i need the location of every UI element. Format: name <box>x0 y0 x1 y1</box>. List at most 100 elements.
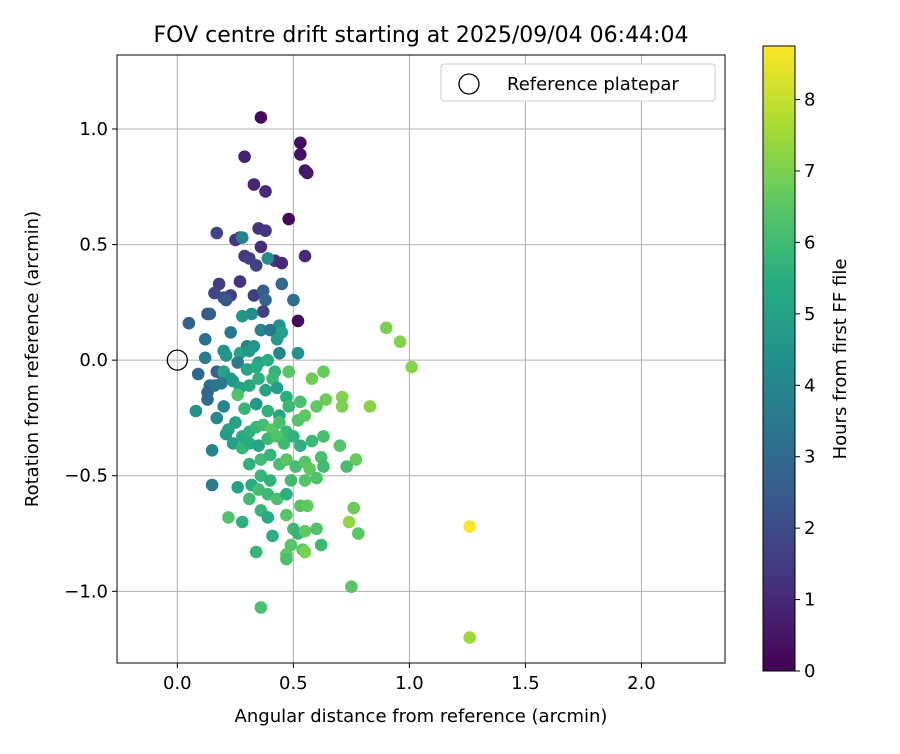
data-point <box>317 430 330 443</box>
x-tick-label: 2.0 <box>627 673 656 694</box>
colorbar-tick-label: 4 <box>804 375 815 396</box>
colorbar-tick-label: 6 <box>804 232 815 253</box>
data-point <box>189 404 203 418</box>
data-point <box>236 515 249 529</box>
colorbar-tick-label: 2 <box>804 518 815 539</box>
data-point <box>393 335 407 349</box>
colorbar-tick-label: 3 <box>804 447 815 468</box>
colorbar-tick-label: 5 <box>804 304 815 325</box>
data-point <box>247 178 261 191</box>
data-point <box>203 307 217 321</box>
data-point <box>243 457 256 471</box>
colorbar-tick-label: 8 <box>804 90 815 111</box>
legend-marker-reference <box>458 73 480 95</box>
data-point <box>335 400 349 413</box>
data-point <box>231 388 244 402</box>
data-point <box>252 439 265 453</box>
data-point <box>317 460 330 473</box>
data-point <box>287 293 300 307</box>
data-point <box>363 400 377 413</box>
data-point <box>247 289 261 302</box>
data-point <box>263 323 277 337</box>
data-point <box>205 478 219 492</box>
data-point <box>249 360 263 374</box>
data-point <box>463 520 477 533</box>
y-axis-ticks: −1.0 −0.5 0.0 0.5 1.0 <box>64 119 117 602</box>
data-point <box>210 226 224 240</box>
data-point <box>379 321 393 335</box>
data-point <box>217 400 230 413</box>
data-point <box>305 372 319 386</box>
data-point <box>238 150 251 163</box>
data-point <box>305 434 319 448</box>
data-point <box>345 580 358 593</box>
grid-lines <box>117 55 725 663</box>
data-point <box>261 511 275 524</box>
data-point <box>254 453 268 466</box>
data-point <box>270 333 284 346</box>
data-point <box>263 474 277 487</box>
data-point <box>301 499 314 513</box>
data-point <box>310 400 323 413</box>
data-point <box>261 353 275 367</box>
data-point <box>280 487 293 501</box>
data-point <box>319 393 333 406</box>
data-point <box>259 185 272 198</box>
data-point <box>347 501 361 515</box>
data-point <box>219 293 233 307</box>
data-point <box>317 365 330 379</box>
legend-label-reference: Reference platepar <box>507 74 679 95</box>
data-point <box>254 601 268 614</box>
y-tick-label: 1.0 <box>79 119 108 140</box>
data-point <box>254 469 268 483</box>
data-point <box>259 293 272 307</box>
data-point <box>298 249 312 263</box>
colorbar-tick-label: 0 <box>804 661 815 682</box>
data-point <box>198 333 212 346</box>
data-point <box>215 377 228 390</box>
y-axis-label: Rotation from reference (arcmin) <box>22 211 43 507</box>
data-point <box>231 356 244 369</box>
data-point <box>233 275 247 288</box>
data-point <box>284 538 298 552</box>
data-point <box>198 351 212 365</box>
chart-title: FOV centre drift starting at 2025/09/04 … <box>154 23 689 48</box>
data-point <box>256 305 270 318</box>
data-point <box>256 418 270 432</box>
data-point <box>289 460 303 473</box>
data-point <box>222 511 235 524</box>
data-point <box>249 259 263 272</box>
data-point <box>261 487 275 501</box>
data-point <box>254 240 268 254</box>
x-tick-label: 1.0 <box>395 673 424 694</box>
colorbar-label: Hours from first FF file <box>830 259 851 460</box>
data-point <box>210 411 224 425</box>
legend-box <box>440 63 716 102</box>
data-point <box>270 492 284 506</box>
data-point <box>229 416 242 429</box>
data-point <box>314 538 328 552</box>
data-point <box>340 460 354 473</box>
data-point <box>236 231 249 244</box>
legend: Reference platepar <box>440 63 716 102</box>
data-point <box>270 381 284 395</box>
colorbar-tick-label: 7 <box>804 161 815 182</box>
data-point <box>252 372 265 386</box>
data-point <box>342 515 356 529</box>
data-point <box>254 323 268 337</box>
data-point <box>287 430 300 443</box>
data-point <box>231 481 244 494</box>
data-point <box>261 252 275 265</box>
data-point <box>282 212 296 226</box>
colorbar-gradient <box>762 45 796 672</box>
data-point <box>243 379 256 392</box>
data-point <box>352 527 365 540</box>
data-point <box>259 383 272 397</box>
data-point <box>298 545 312 559</box>
data-point <box>259 224 272 237</box>
data-point <box>298 474 312 487</box>
data-point <box>201 393 214 406</box>
data-point <box>280 552 293 566</box>
